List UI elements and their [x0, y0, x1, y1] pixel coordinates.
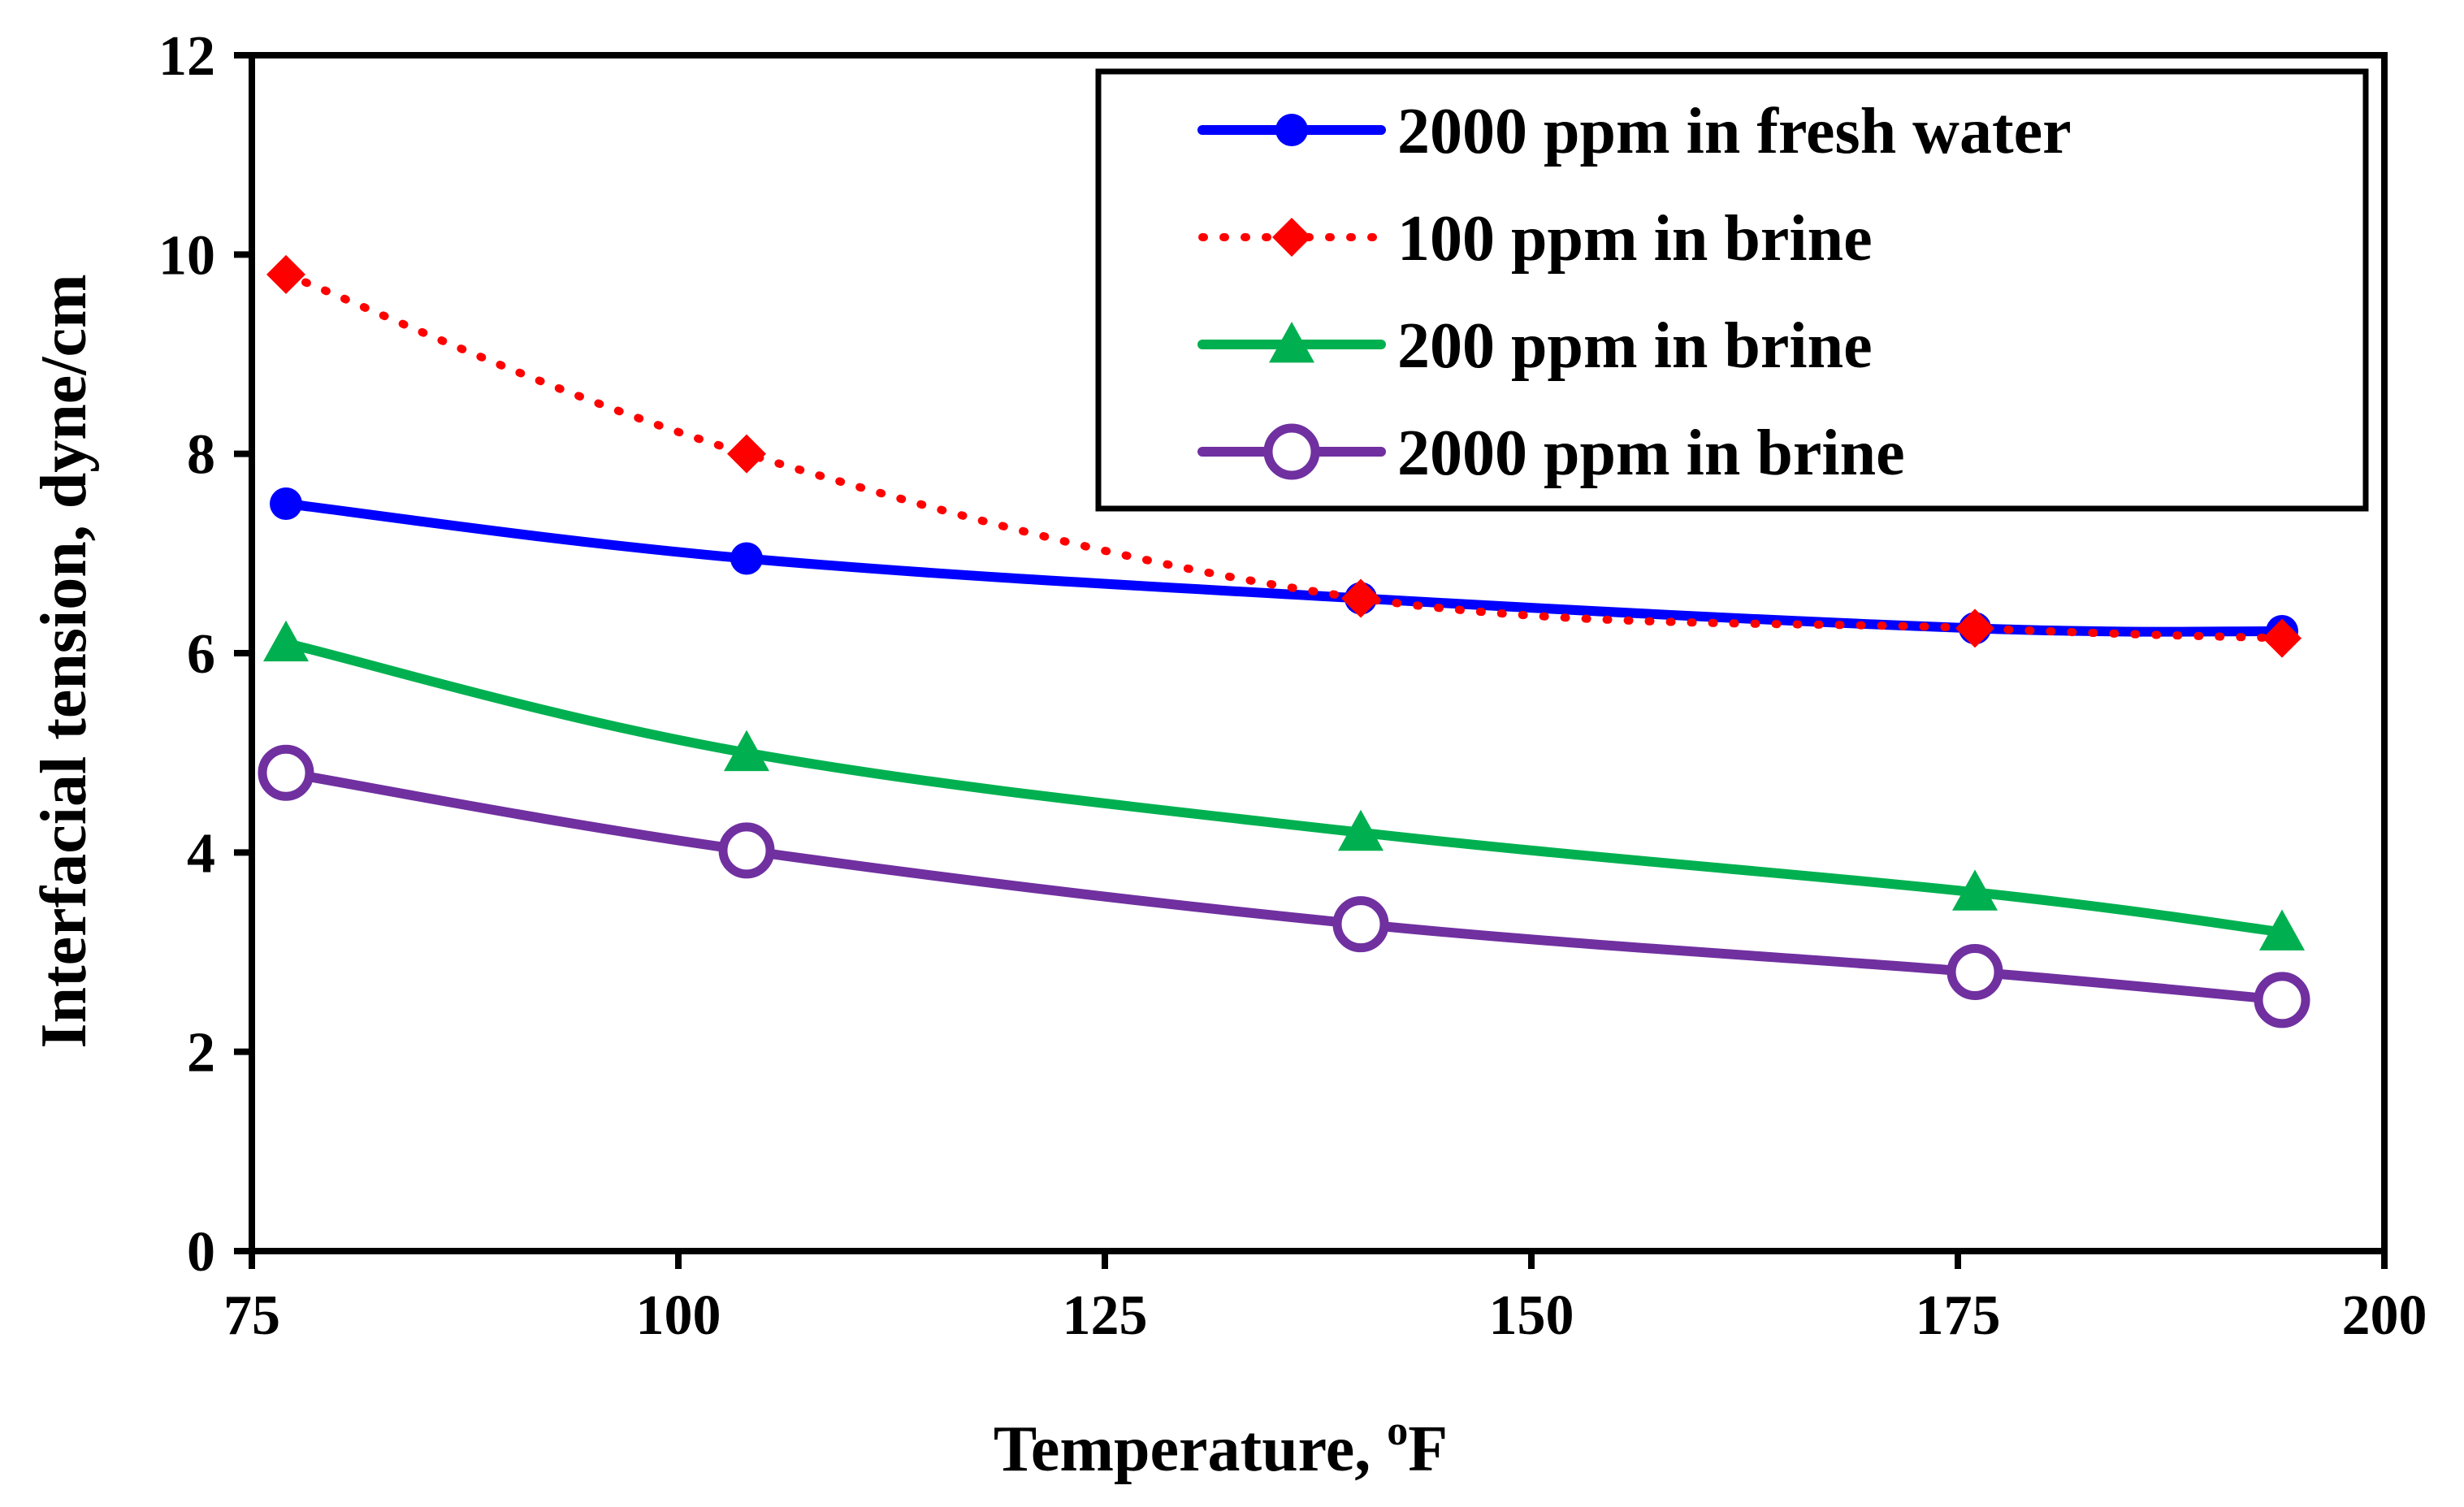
x-tick-label: 200 — [2342, 1284, 2427, 1347]
data-point-s2-1 — [266, 254, 305, 294]
y-axis-title: Interfacial tension, dyne/cm — [28, 274, 100, 1048]
series-1 — [270, 487, 2298, 648]
data-point-s3-3 — [1338, 809, 1384, 851]
data-point-s1-2 — [730, 542, 763, 575]
data-point-s2-5 — [2263, 618, 2302, 658]
series-line-1 — [281, 499, 2287, 637]
data-point-s2-3 — [1341, 578, 1380, 618]
y-tick-label: 0 — [187, 1221, 215, 1284]
series-2 — [266, 254, 2302, 658]
legend-label: 2000 ppm in fresh water — [1397, 96, 2072, 167]
data-point-s4-4 — [1947, 944, 2003, 1001]
legend-label: 200 ppm in brine — [1397, 310, 1873, 382]
legend-item-1: 2000 ppm in fresh water — [1197, 96, 2072, 167]
data-point-s2-2 — [727, 434, 766, 474]
legend-item-2: 100 ppm in brine — [1198, 203, 1873, 275]
data-point-s4-5 — [2254, 972, 2310, 1028]
legend-label: 100 ppm in brine — [1397, 203, 1873, 275]
series-layer — [258, 254, 2310, 1028]
data-point-s2-4 — [1955, 608, 1994, 648]
y-tick-label: 8 — [187, 424, 215, 487]
x-axis-title: Temperature, oF — [994, 1408, 1448, 1485]
legend-label: 2000 ppm in brine — [1397, 418, 1905, 489]
x-tick-label: 75 — [223, 1284, 280, 1347]
y-tick-label: 2 — [187, 1022, 215, 1085]
y-tick-label: 10 — [158, 224, 215, 287]
series-line-3 — [281, 638, 2287, 938]
data-point-s3-1 — [263, 620, 309, 662]
x-tick-label: 150 — [1489, 1284, 1574, 1347]
x-tick-label: 125 — [1063, 1284, 1148, 1347]
series-3 — [263, 620, 2305, 951]
legend-marker — [1275, 114, 1308, 146]
data-point-s4-3 — [1332, 896, 1389, 953]
axes-layer: 0 2 4 6 8 10 12 75 100 125 150 175 200 Temperature, o… — [28, 25, 2427, 1485]
legend-item-4: 2000 ppm in brine — [1197, 418, 1905, 489]
series-4 — [258, 744, 2310, 1028]
legend-marker — [1269, 322, 1314, 363]
data-point-s4-1 — [258, 744, 314, 801]
legend-marker — [1272, 218, 1311, 257]
y-tick-label: 6 — [187, 623, 215, 686]
x-axis-title-degree: o — [1387, 1408, 1408, 1454]
x-axis-title-unit: F — [1408, 1414, 1448, 1485]
data-point-s3-4 — [1952, 869, 1998, 911]
data-point-s3-2 — [724, 730, 769, 772]
data-point-s1-1 — [270, 487, 302, 520]
y-tick-label: 4 — [187, 822, 215, 885]
x-axis-title-text: Temperature, — [994, 1414, 1387, 1485]
data-point-s4-2 — [718, 822, 775, 879]
data-point-s3-5 — [2259, 909, 2305, 951]
x-tick-label: 175 — [1916, 1284, 2001, 1347]
legend: 2000 ppm in fresh water 100 ppm in brine 2… — [1095, 68, 2369, 512]
y-tick-label: 12 — [158, 25, 215, 88]
legend-marker — [1263, 423, 1320, 480]
x-tick-label: 100 — [636, 1284, 721, 1347]
legend-item-3: 200 ppm in brine — [1197, 310, 1873, 382]
